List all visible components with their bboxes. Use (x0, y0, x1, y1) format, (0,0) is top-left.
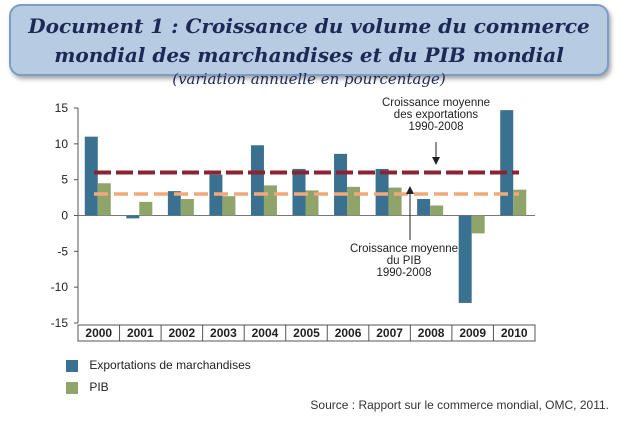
x-tick-label: 2008 (418, 326, 445, 340)
bar-pib (305, 190, 319, 216)
bar-pib (139, 201, 153, 216)
legend-swatch-pib (66, 381, 78, 394)
y-tick-label: 15 (55, 101, 69, 115)
legend-swatch-exports (66, 359, 78, 372)
chart-title: Document 1 : Croissance du volume du com… (28, 14, 590, 67)
y-tick-label: 10 (55, 137, 69, 151)
bar-pib (513, 189, 527, 216)
annotation-text: des exportations (394, 109, 479, 121)
y-tick-label: -10 (51, 280, 69, 294)
bar-pib (471, 215, 485, 234)
bar-exports (167, 191, 181, 216)
y-tick-label: -15 (51, 316, 69, 330)
bar-exports (334, 153, 348, 216)
y-tick-label: 5 (61, 173, 68, 187)
annotation-text: Croissance moyenne (350, 243, 458, 255)
y-tick-label: 0 (61, 209, 68, 223)
bar-exports (250, 145, 264, 216)
x-tick-label: 2002 (169, 326, 196, 340)
annotation-text: du PIB (387, 255, 422, 267)
x-tick-label: 2004 (252, 326, 279, 340)
bar-exports (84, 136, 98, 216)
x-tick-label: 2003 (210, 326, 237, 340)
annotation-text: 1990-2008 (377, 267, 432, 279)
x-axis-box (77, 324, 536, 342)
legend-exports: Exportations de marchandises (66, 358, 251, 372)
x-tick-label: 2000 (85, 326, 112, 340)
source-note: Source : Rapport sur le commerce mondial… (310, 398, 609, 412)
x-tick-label: 2010 (501, 326, 528, 340)
bar-pib (222, 196, 236, 216)
legend-pib: PIB (66, 380, 109, 394)
annotation-arrowhead-pib (406, 186, 414, 194)
bar-pib (347, 186, 361, 216)
x-tick-label: 2005 (293, 326, 320, 340)
bar-pib (263, 185, 277, 216)
title-box: Document 1 : Croissance du volume du com… (9, 4, 609, 88)
x-tick-label: 2009 (459, 326, 486, 340)
bar-exports (417, 199, 431, 216)
annotation-text: Croissance moyenne (382, 97, 490, 109)
annotation-arrowhead-exports (432, 157, 440, 165)
legend-label-pib: PIB (89, 380, 109, 394)
legend-label-exports: Exportations de marchandises (89, 358, 251, 372)
bar-exports (126, 215, 140, 219)
x-tick-label: 2006 (335, 326, 362, 340)
bar-exports (375, 168, 389, 216)
x-tick-label: 2007 (376, 326, 403, 340)
bar-pib (97, 183, 111, 216)
y-tick-label: -5 (57, 244, 68, 258)
bar-pib (180, 199, 194, 216)
bar-exports (500, 110, 514, 216)
bar-pib (388, 187, 402, 216)
x-tick-label: 2001 (127, 326, 154, 340)
bar-exports (458, 215, 472, 303)
bar-pib (430, 205, 444, 216)
annotation-text: 1990-2008 (409, 121, 464, 133)
bar-exports (292, 168, 306, 216)
chart-subtitle: (variation annuelle en pourcentage) (172, 70, 446, 88)
